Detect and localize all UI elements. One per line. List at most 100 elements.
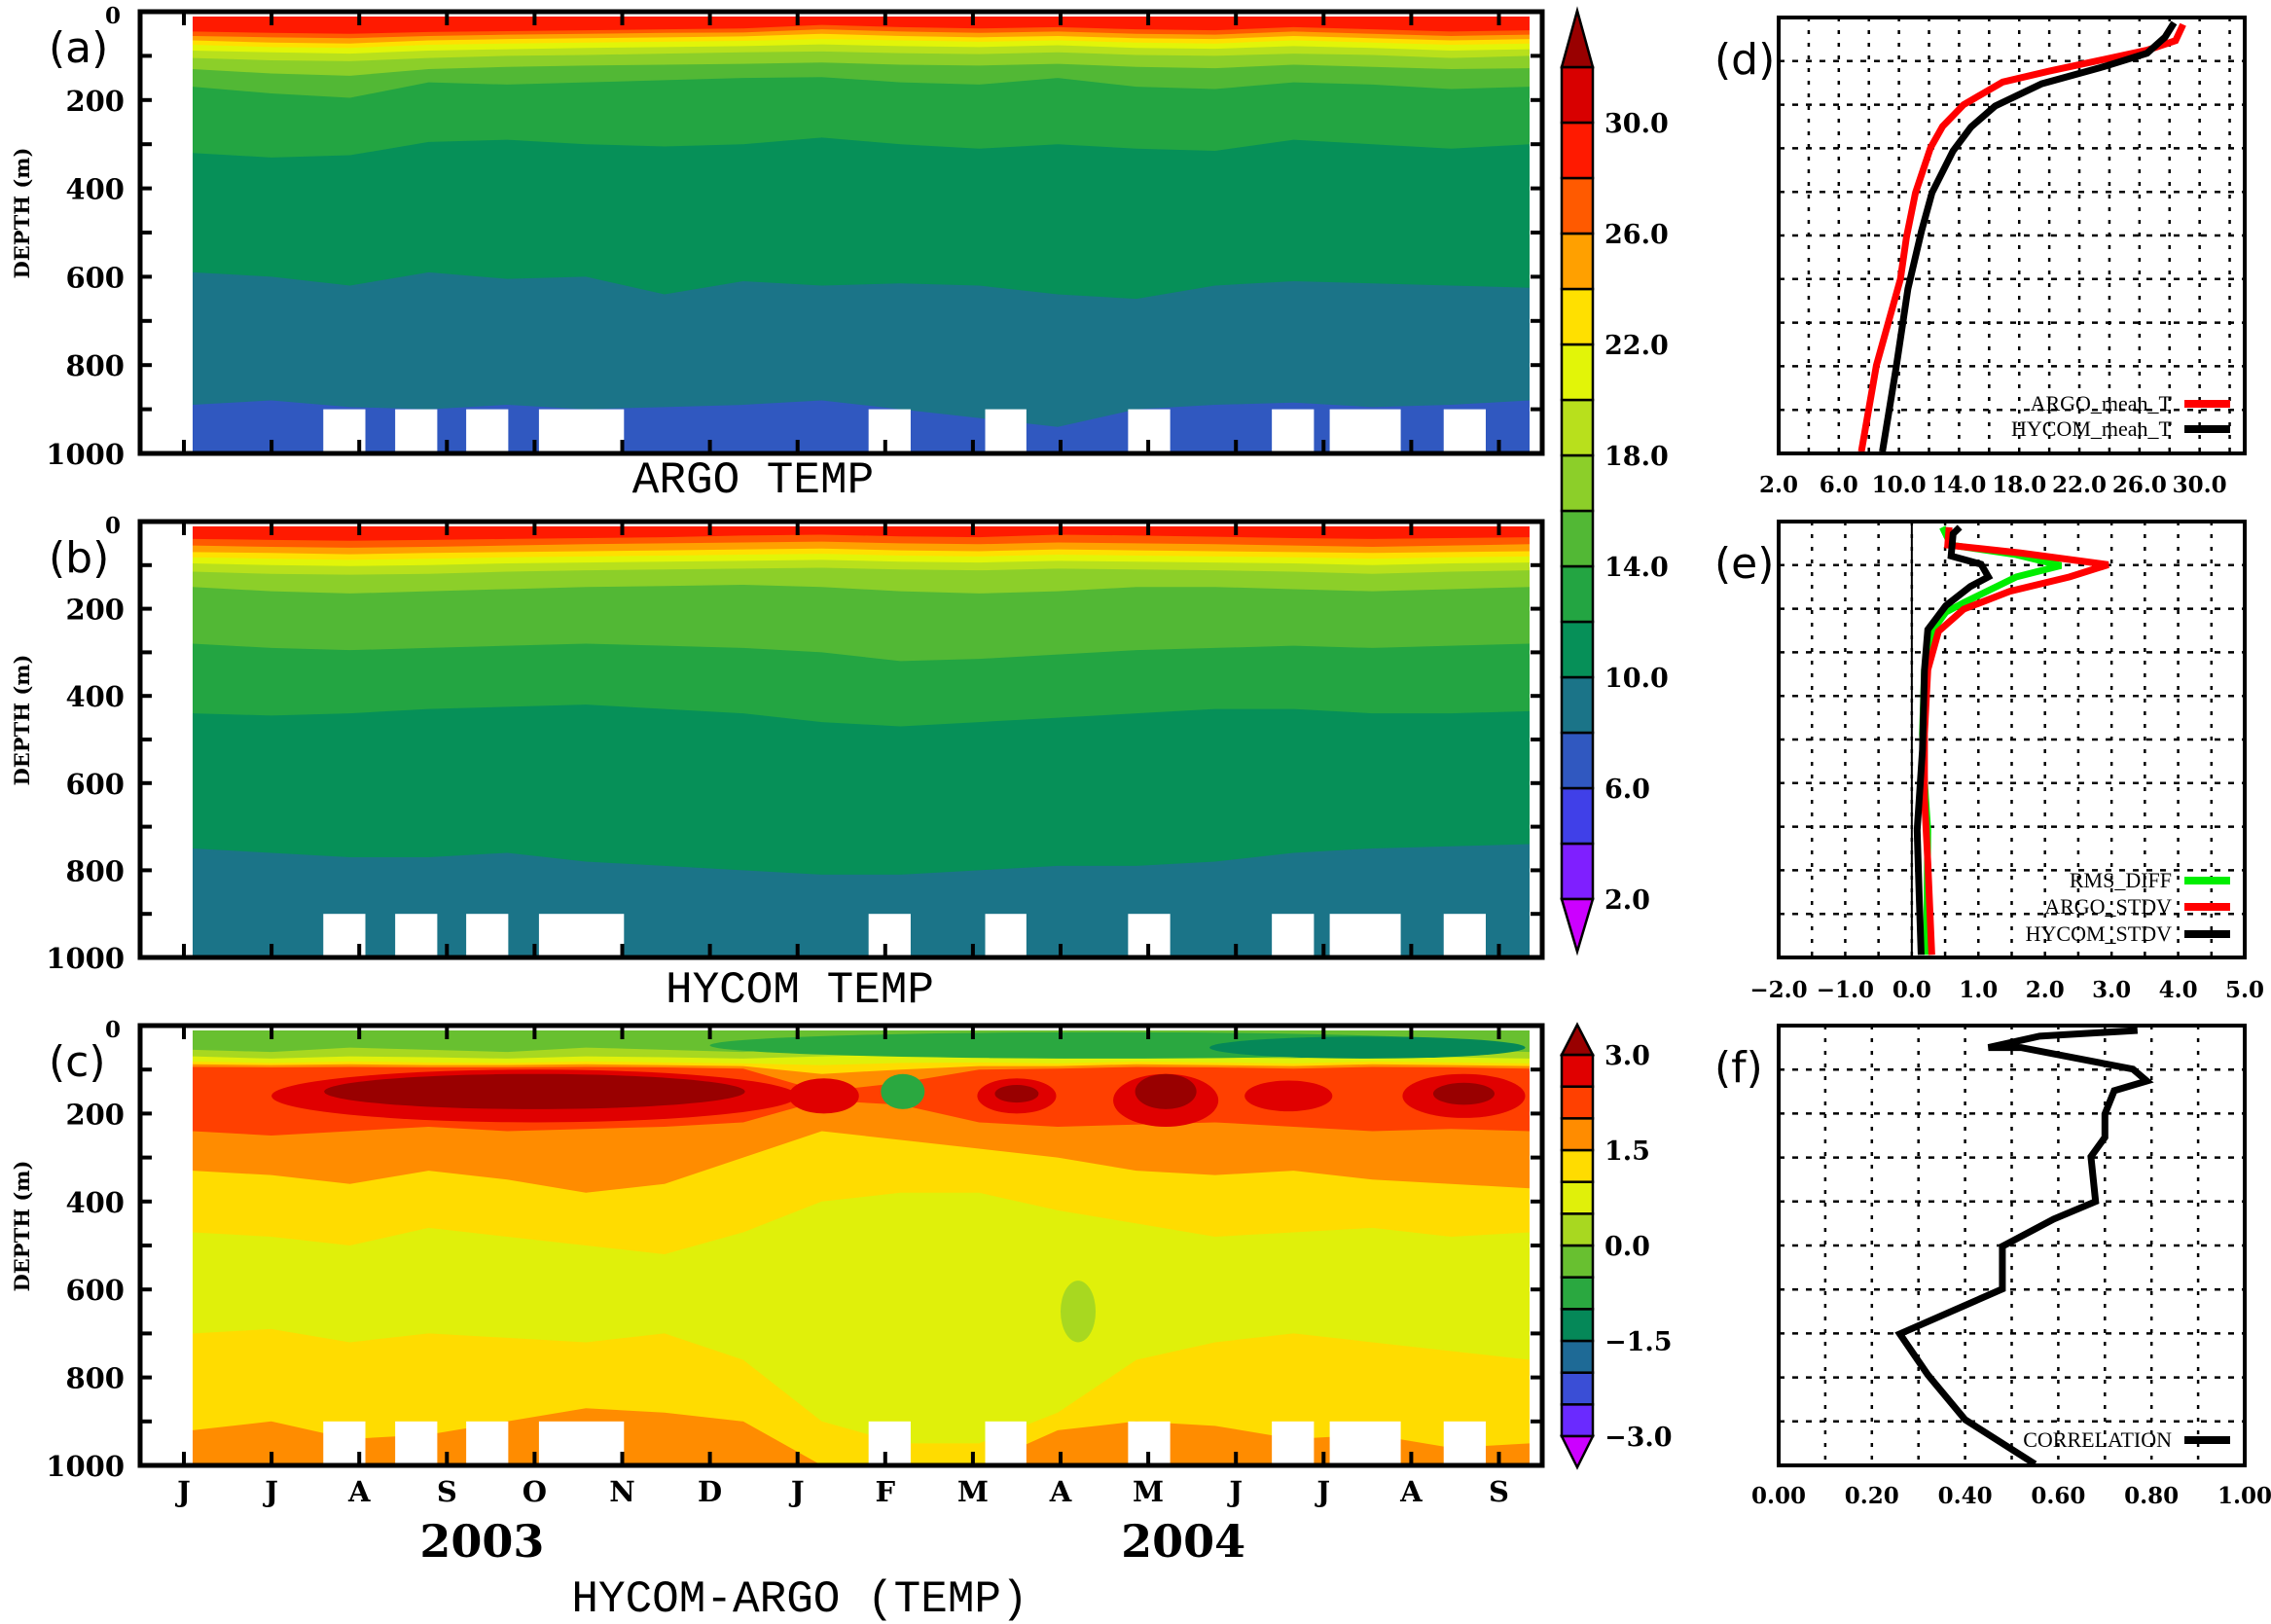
colorbar-box bbox=[1560, 620, 1595, 679]
contour-panel-a bbox=[137, 9, 1545, 456]
colorbar-box bbox=[1560, 786, 1595, 846]
contour-fill bbox=[193, 1029, 1531, 1465]
profile-panel-d bbox=[1777, 16, 2247, 455]
depth-tick-label: 0 bbox=[105, 3, 121, 29]
x-tick-label: 6.0 bbox=[1820, 472, 1858, 498]
month-label: A bbox=[1049, 1475, 1072, 1508]
contour-patch bbox=[1244, 1080, 1333, 1112]
axes-frame bbox=[1777, 16, 2247, 455]
x-tick-label: 2.0 bbox=[1759, 472, 1798, 498]
legend-label: ARGO_STDV bbox=[2044, 894, 2172, 919]
colorbar-under-triangle bbox=[1560, 897, 1595, 956]
month-label: J bbox=[1226, 1475, 1243, 1508]
contour-band bbox=[193, 1408, 1531, 1465]
contour-patch bbox=[1209, 1036, 1526, 1059]
colorbar-box bbox=[1560, 1085, 1595, 1120]
colorbar-label: 26.0 bbox=[1604, 220, 1669, 250]
year-label: 2004 bbox=[1121, 1515, 1245, 1568]
colorbar-label: 14.0 bbox=[1604, 553, 1669, 583]
month-label: O bbox=[523, 1475, 547, 1508]
x-tick-label: 4.0 bbox=[2159, 977, 2198, 1003]
colorbar-box bbox=[1560, 842, 1595, 901]
colorbar-box bbox=[1560, 1053, 1595, 1088]
panel-title: HYCOM TEMP bbox=[666, 965, 934, 1016]
contour-fill bbox=[193, 525, 1531, 957]
month-label: N bbox=[609, 1475, 635, 1508]
x-tick-label: −1.0 bbox=[1817, 977, 1874, 1003]
missing-data-gap bbox=[1329, 914, 1401, 957]
x-tick-label: 3.0 bbox=[2092, 977, 2131, 1003]
depth-tick-label: 200 bbox=[65, 1098, 125, 1131]
colorbar-box bbox=[1560, 1212, 1595, 1247]
x-tick-label: 1.00 bbox=[2217, 1483, 2271, 1509]
month-label: M bbox=[957, 1475, 989, 1508]
series-line-argo-mean-t bbox=[1857, 22, 2186, 452]
colorbar-under-triangle bbox=[1559, 1434, 1596, 1470]
missing-data-gap bbox=[1272, 914, 1315, 957]
month-label: F bbox=[876, 1475, 896, 1508]
depth-tick-label: 200 bbox=[65, 85, 125, 118]
colorbar-label: 6.0 bbox=[1604, 775, 1650, 805]
contour-fill bbox=[193, 16, 1531, 454]
colorbar-box bbox=[1560, 176, 1595, 235]
colorbar-box bbox=[1560, 287, 1595, 346]
colorbar-box bbox=[1560, 65, 1595, 125]
missing-data-gap bbox=[985, 409, 1027, 453]
x-tick-label: 26.0 bbox=[2112, 472, 2167, 498]
panel-tag: (a) bbox=[49, 23, 108, 73]
colorbar-box bbox=[1560, 1371, 1595, 1406]
series-line-correlation bbox=[1894, 1027, 2154, 1467]
x-tick-label: 5.0 bbox=[2225, 977, 2264, 1003]
depth-tick-label: 1000 bbox=[46, 1450, 125, 1483]
colorbar-box bbox=[1560, 1180, 1595, 1215]
y-axis-label: DEPTH (m) bbox=[10, 1161, 34, 1292]
x-tick-label: 0.60 bbox=[2031, 1483, 2085, 1509]
colorbar-label: 18.0 bbox=[1604, 442, 1669, 472]
missing-data-gap bbox=[868, 1421, 911, 1465]
panel-tag: (d) bbox=[1714, 35, 1775, 85]
missing-data-gap bbox=[1443, 1421, 1486, 1465]
depth-tick-label: 0 bbox=[105, 513, 121, 539]
profile-panel-e bbox=[1777, 520, 2247, 959]
month-label: A bbox=[347, 1475, 371, 1508]
x-tick-label: 0.80 bbox=[2124, 1483, 2179, 1509]
panel-tag: (b) bbox=[49, 533, 109, 583]
month-label: J bbox=[788, 1475, 805, 1508]
colorbar-over-triangle bbox=[1559, 1022, 1596, 1057]
colorbar-label: 10.0 bbox=[1604, 664, 1669, 694]
x-tick-label: 14.0 bbox=[1931, 472, 1986, 498]
month-label: A bbox=[1399, 1475, 1423, 1508]
colorbar-box bbox=[1560, 1403, 1595, 1438]
legend-label: CORRELATION bbox=[2023, 1427, 2172, 1452]
colorbar-box bbox=[1560, 1244, 1595, 1279]
series-line-hycom-mean-t bbox=[1879, 20, 2178, 452]
legend-label: HYCOM_mean_T bbox=[2011, 416, 2173, 441]
month-label: D bbox=[698, 1475, 722, 1508]
x-tick-label: 2.0 bbox=[2026, 977, 2065, 1003]
contour-patch bbox=[1061, 1281, 1097, 1343]
depth-tick-label: 400 bbox=[65, 173, 125, 206]
x-tick-label: 1.0 bbox=[1959, 977, 1998, 1003]
month-label: S bbox=[437, 1475, 457, 1508]
depth-tick-label: 400 bbox=[65, 680, 125, 713]
colorbar-box bbox=[1560, 731, 1595, 790]
colorbar-box bbox=[1560, 1276, 1595, 1311]
contour-panel-c bbox=[137, 1023, 1545, 1468]
missing-data-gap bbox=[466, 409, 509, 453]
missing-data-gap bbox=[395, 1421, 438, 1465]
colorbar-box bbox=[1560, 675, 1595, 735]
colorbar-label: −1.5 bbox=[1604, 1327, 1673, 1357]
depth-tick-label: 200 bbox=[65, 594, 125, 627]
colorbar-box bbox=[1560, 1339, 1595, 1374]
colorbar-box bbox=[1560, 1148, 1595, 1183]
depth-tick-label: 600 bbox=[65, 768, 125, 801]
missing-data-gap bbox=[1443, 914, 1486, 957]
x-tick-label: −2.0 bbox=[1749, 977, 1807, 1003]
missing-data-gap bbox=[466, 914, 509, 957]
missing-data-gap bbox=[395, 914, 438, 957]
series-line-hycom-stdv bbox=[1913, 524, 1994, 956]
contour-panel-b bbox=[137, 519, 1545, 960]
depth-tick-label: 400 bbox=[65, 1186, 125, 1219]
colorbar-box bbox=[1560, 564, 1595, 624]
